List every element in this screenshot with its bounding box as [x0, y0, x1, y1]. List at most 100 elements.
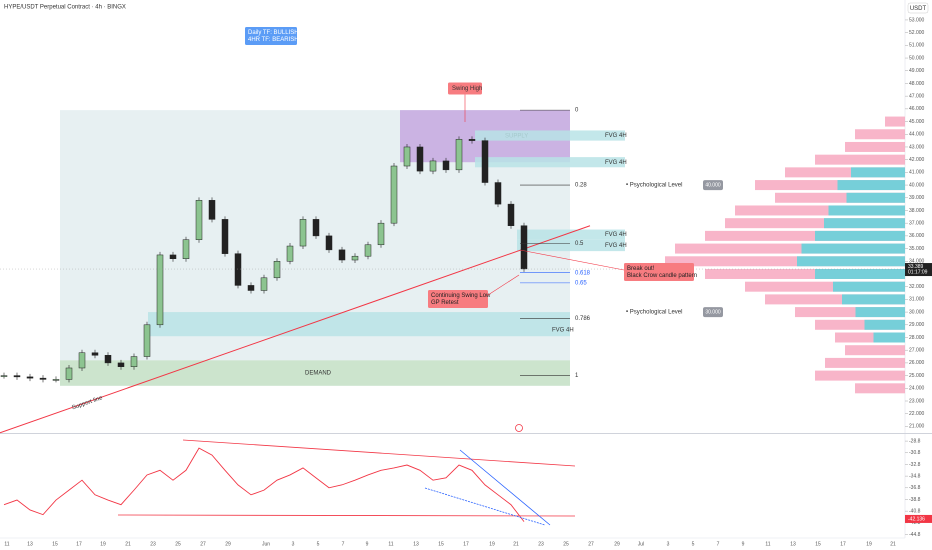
x-tick-label: 27: [200, 541, 206, 547]
candle: [91, 352, 99, 356]
value-area-bar: [828, 205, 905, 216]
volume-bar: [825, 357, 905, 368]
value-area-bar: [837, 180, 905, 191]
x-tick-label: 13: [27, 541, 33, 547]
x-tick-label: 29: [614, 541, 620, 547]
last-value-tag: [905, 514, 932, 523]
volume-bar: [815, 370, 905, 381]
value-area-bar: [797, 256, 905, 267]
value-area-bar: [815, 268, 905, 279]
value-area-bar: [864, 319, 905, 330]
callout-text: Daily TF: BULLISH: [248, 30, 299, 36]
volume-bar: [885, 116, 905, 127]
alert-icon[interactable]: [515, 424, 523, 432]
y-tick-label: 46.000: [909, 106, 925, 112]
x-tick-label: 19: [866, 541, 872, 547]
x-tick-label: 13: [790, 541, 796, 547]
x-tick-label: 15: [52, 541, 58, 547]
x-tick-label: 5: [692, 541, 695, 547]
callout-text: Break out!: [627, 266, 655, 272]
x-tick-label: 13: [413, 541, 419, 547]
x-tick-label: 7: [717, 541, 720, 547]
y-tick-label: 38.000: [909, 208, 925, 214]
candle: [325, 235, 333, 251]
callout-text: Swing High: [452, 86, 482, 92]
x-tick-label: 3: [667, 541, 670, 547]
callout-box: [624, 263, 694, 281]
x-tick-label: 21: [890, 541, 896, 547]
y-tick-label: 25.000: [909, 373, 925, 379]
candle: [403, 146, 411, 167]
volume-bar: [835, 332, 905, 343]
candle: [156, 254, 164, 326]
y-tick-label: 23.000: [909, 398, 925, 404]
candle: [182, 239, 190, 259]
candle: [143, 324, 151, 357]
x-tick-label: 25: [175, 541, 181, 547]
y-tick-label: 31.000: [909, 297, 925, 303]
currency[interactable]: USDT: [910, 6, 927, 12]
x-tick-label: 19: [100, 541, 106, 547]
x-tick-label: 9: [742, 541, 745, 547]
y-tick-label: 34.000: [909, 259, 925, 265]
x-tick-label: 11: [765, 541, 770, 547]
y-tick-label: 40.000: [909, 182, 925, 188]
candle: [299, 219, 307, 247]
candle: [234, 253, 242, 286]
x-tick-label: 15: [438, 541, 444, 547]
value-area-bar: [801, 243, 905, 254]
volume-bar: [815, 319, 905, 330]
y-tick-label: -28.8: [909, 438, 921, 444]
callout-box: [245, 27, 297, 45]
volume-bar: [845, 141, 905, 152]
trend-drawing: [182, 439, 576, 467]
x-tick-label: 27: [588, 541, 594, 547]
candle: [429, 160, 437, 172]
fib-label: 0.786: [575, 316, 591, 322]
candle: [208, 200, 216, 220]
candle: [520, 225, 528, 270]
x-tick-label: Jun: [262, 541, 270, 547]
candle: [312, 219, 320, 237]
y-tick-label: -38.8: [909, 497, 921, 503]
zone-label: DEMAND: [305, 371, 332, 377]
y-tick-label: 49.000: [909, 68, 925, 74]
trend-drawing: [117, 514, 576, 517]
callout-box: [428, 290, 488, 308]
candle: [117, 362, 125, 367]
zone: [517, 239, 625, 252]
volume-bar: [785, 167, 905, 178]
callout-text: Continuing Swing Low: [431, 293, 491, 299]
candle: [468, 139, 476, 141]
candle: [507, 203, 515, 226]
y-tick-label: 36.000: [909, 233, 925, 239]
value-area-bar: [873, 332, 905, 343]
volume-bar: [735, 205, 905, 216]
candle: [195, 200, 203, 240]
fib-label: 0.65: [575, 280, 587, 286]
y-tick-label: 41.000: [909, 170, 925, 176]
volume-bar: [675, 243, 905, 254]
x-tick-label: 11: [4, 541, 9, 547]
y-tick-label: 21.000: [909, 424, 925, 430]
callout-box: [448, 82, 482, 95]
psych-label: • Psychological Level: [626, 310, 682, 316]
y-tick-label: -44.8: [909, 532, 921, 538]
y-tick-label: 50.000: [909, 55, 925, 61]
x-tick-label: 21: [125, 541, 131, 547]
candle: [39, 377, 47, 380]
zone: [475, 130, 625, 141]
value-area-bar: [842, 294, 905, 305]
zone: [148, 312, 570, 337]
x-tick-label: 11: [388, 541, 393, 547]
y-tick-label: 47.000: [909, 93, 925, 99]
volume-bar: [855, 129, 905, 140]
currency-button[interactable]: [907, 2, 929, 14]
psych-tag: [703, 180, 723, 191]
y-tick-label: 32.000: [909, 284, 925, 290]
y-tick-label: 45.000: [909, 119, 925, 125]
chart-title: HYPE/USDT Perpetual Contract · 4h · BING…: [4, 5, 126, 11]
last-value: -42.136: [908, 516, 925, 522]
candle: [351, 255, 359, 261]
volume-bar: [815, 154, 905, 165]
